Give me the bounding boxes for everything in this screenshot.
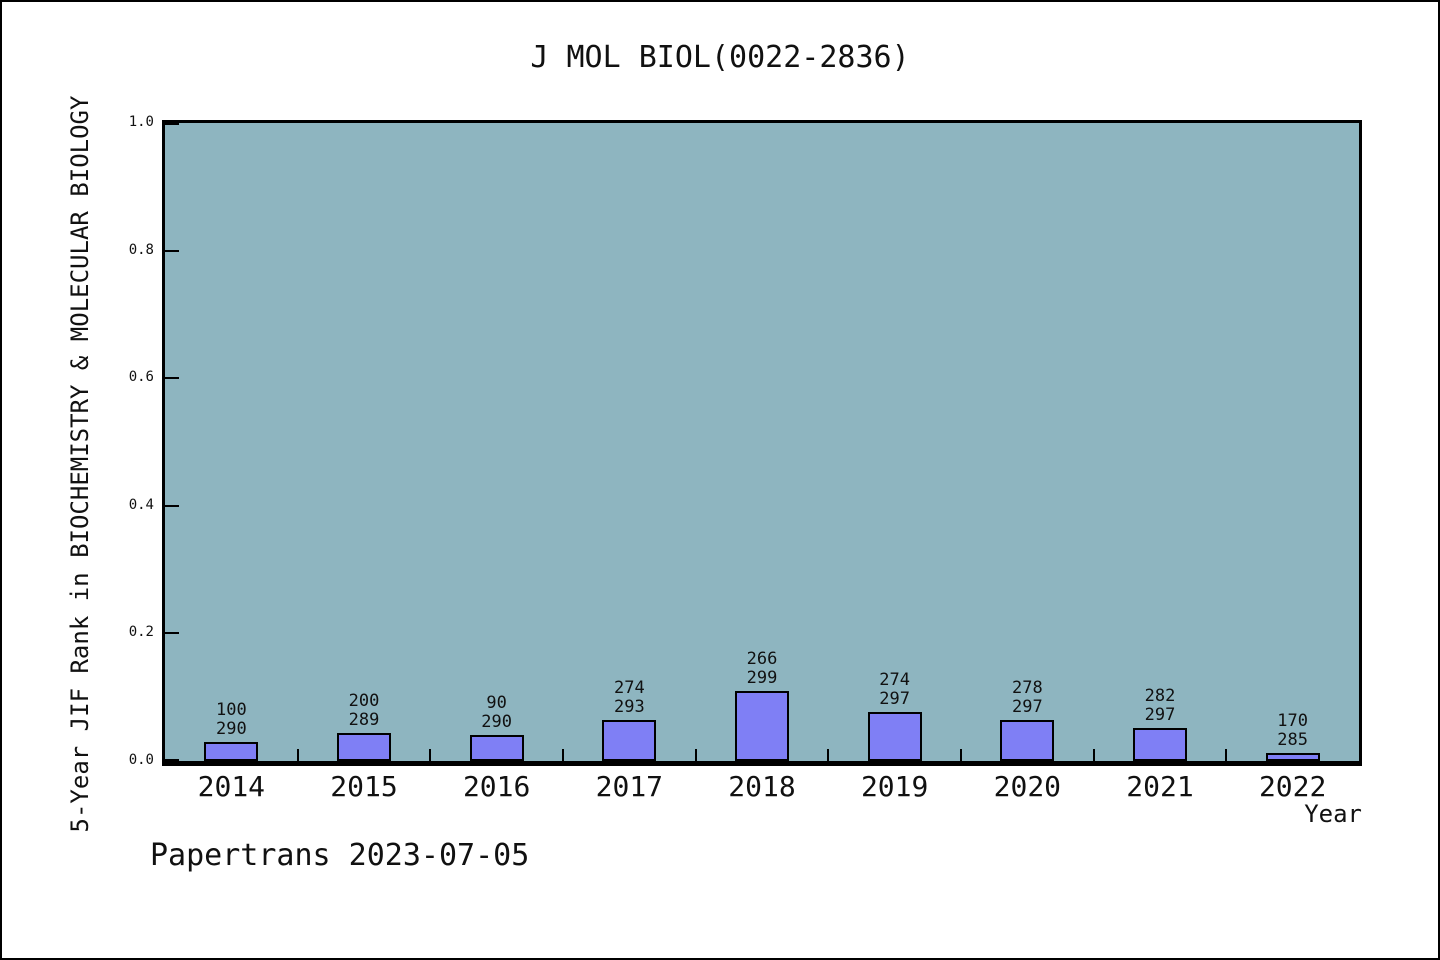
bar-label-total: 289 (348, 710, 380, 730)
bar-label-rank: 170 (1277, 711, 1309, 731)
y-tick (165, 123, 179, 125)
plot-area: 100 290 200 289 90 290 274 293 266 299 274 297 278 29… (162, 120, 1362, 766)
bar-2016 (469, 735, 524, 761)
y-tick (165, 504, 179, 507)
bar-label-total: 297 (879, 689, 911, 709)
bar-label-total: 285 (1277, 730, 1309, 750)
bar-label-total: 290 (215, 719, 247, 739)
y-tick-label: 0.2 (128, 624, 154, 641)
bar-label-total: 293 (613, 697, 645, 717)
x-minor-tick (827, 749, 830, 761)
bar-label-total: 297 (1011, 697, 1043, 717)
x-minor-tick (694, 749, 697, 761)
bar-label-2017: 274 293 (614, 679, 645, 717)
bar-label-rank: 282 (1144, 686, 1176, 706)
y-axis-label: 5-Year JIF Rank in BIOCHEMISTRY & MOLECU… (66, 95, 94, 833)
x-minor-tick (960, 749, 962, 761)
bar-label-total: 297 (1144, 705, 1176, 725)
x-tick-label-2017: 2017 (595, 770, 664, 803)
bar-label-2015: 200 289 (349, 692, 380, 730)
y-tick-label: 0.4 (128, 496, 154, 513)
bar-label-2020: 278 297 (1012, 679, 1043, 717)
bar-2015 (337, 733, 391, 761)
x-minor-tick (562, 749, 564, 761)
bar-label-2014: 100 290 (216, 701, 247, 739)
bar-2019 (867, 712, 922, 761)
bar-label-2021: 282 297 (1145, 687, 1176, 725)
y-tick-label: 1.0 (128, 114, 154, 130)
bar-label-rank: 274 (879, 670, 911, 690)
bar-label-2019: 274 297 (879, 671, 910, 709)
chart-title: J MOL BIOL(0022-2836) (530, 40, 910, 75)
bar-2014 (204, 742, 259, 761)
bar-label-rank: 274 (613, 678, 645, 698)
x-tick-label-2022: 2022 (1258, 770, 1327, 803)
x-tick-label-2020: 2020 (993, 770, 1062, 803)
bar-label-2016: 90 290 (481, 694, 512, 732)
x-minor-tick (1225, 749, 1228, 761)
bar-2020 (1000, 720, 1055, 761)
bar-label-rank: 100 (215, 700, 247, 720)
x-tick-label-2019: 2019 (860, 770, 929, 803)
y-tick (165, 759, 179, 761)
x-tick-label-2021: 2021 (1126, 770, 1194, 803)
x-tick-label-2016: 2016 (462, 770, 531, 803)
x-tick-label-2014: 2014 (197, 770, 266, 803)
y-tick (165, 249, 179, 252)
x-minor-tick (429, 749, 432, 761)
bar-label-rank: 90 (486, 693, 507, 713)
bar-label-total: 299 (746, 668, 778, 688)
x-minor-tick (296, 749, 299, 761)
x-minor-tick (1092, 749, 1095, 761)
y-tick-label: 0.0 (128, 752, 154, 768)
x-tick-label-2015: 2015 (330, 770, 398, 803)
x-tick-label-2018: 2018 (728, 770, 796, 803)
watermark-text: Papertrans 2023-07-05 (150, 838, 530, 873)
y-tick-label: 0.8 (128, 241, 154, 258)
x-axis-label: Year (1304, 800, 1362, 828)
bar-label-2022: 170 285 (1277, 712, 1308, 750)
bar-2017 (602, 720, 657, 761)
bar-label-total: 290 (481, 712, 513, 732)
bar-2021 (1133, 728, 1187, 761)
y-tick-label: 0.6 (128, 369, 154, 386)
bar-label-rank: 278 (1011, 678, 1043, 698)
y-tick (165, 632, 179, 635)
y-tick (165, 377, 179, 380)
bar-label-rank: 266 (746, 649, 778, 669)
bar-label-rank: 200 (348, 691, 380, 711)
bar-label-2018: 266 299 (747, 650, 778, 688)
bar-2022 (1265, 753, 1320, 761)
bar-2018 (735, 691, 789, 761)
